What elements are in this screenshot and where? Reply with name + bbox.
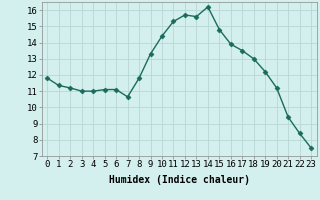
- X-axis label: Humidex (Indice chaleur): Humidex (Indice chaleur): [109, 175, 250, 185]
